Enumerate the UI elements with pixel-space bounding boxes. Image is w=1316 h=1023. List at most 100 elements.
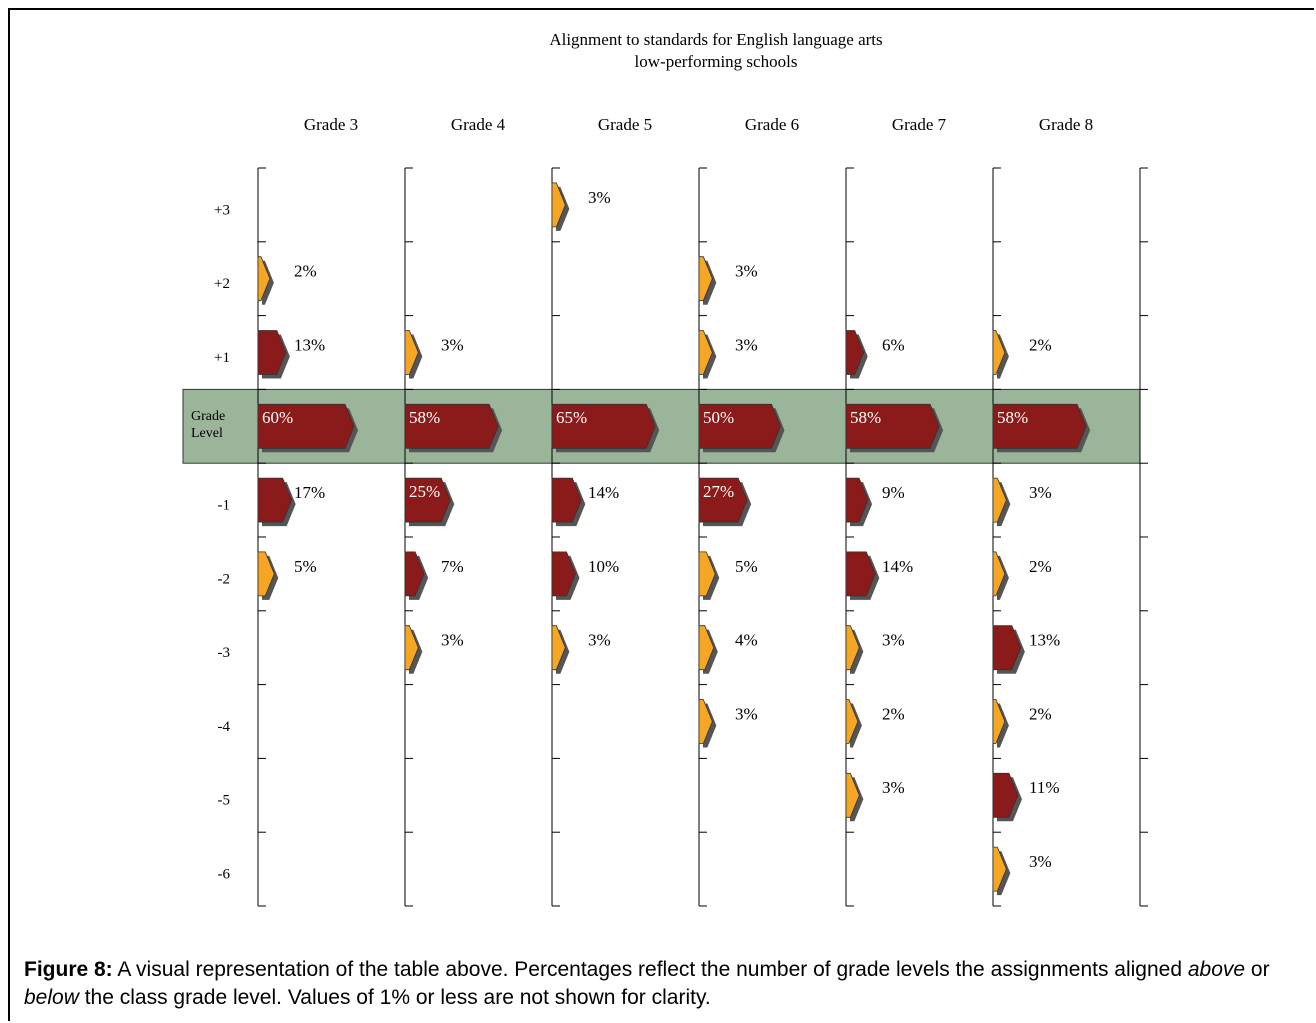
value-label: 3% — [1029, 483, 1052, 502]
value-label: 14% — [882, 557, 913, 576]
value-label: 17% — [294, 483, 325, 502]
arrow — [551, 477, 582, 523]
value-label: 27% — [703, 482, 734, 501]
value-label: 3% — [441, 631, 464, 650]
value-label: 2% — [1029, 557, 1052, 576]
arrow — [551, 551, 576, 597]
column-header: Grade 4 — [451, 115, 506, 134]
value-label: 5% — [735, 557, 758, 576]
arrow — [698, 403, 781, 449]
value-label: 6% — [882, 335, 905, 354]
arrow — [992, 551, 1006, 597]
arrow — [698, 330, 713, 375]
row-label: -2 — [218, 571, 231, 587]
column-header: Grade 7 — [892, 115, 947, 134]
arrow — [992, 330, 1006, 375]
arrow — [257, 551, 275, 597]
caption-text: or — [1245, 958, 1270, 981]
arrow — [257, 256, 271, 302]
frame — [8, 8, 1314, 1021]
column-header: Grade 5 — [598, 115, 652, 134]
arrow — [845, 625, 860, 671]
value-label: 3% — [735, 262, 758, 281]
value-label: 13% — [294, 335, 325, 354]
arrow — [257, 477, 293, 523]
value-label: 65% — [556, 408, 587, 427]
value-label: 3% — [882, 778, 905, 797]
arrow — [404, 625, 419, 671]
caption-text: the class grade level. Values of 1% or l… — [78, 986, 711, 1009]
caption-text: above — [1187, 958, 1246, 981]
arrow — [404, 477, 451, 523]
value-label: 2% — [1029, 335, 1052, 354]
column-header: Grade 3 — [304, 115, 358, 134]
value-label: 2% — [294, 262, 317, 281]
arrow — [404, 330, 419, 375]
value-label: 3% — [735, 704, 758, 723]
value-label: 3% — [588, 631, 611, 650]
caption: Figure 8: A visual representation of the… — [24, 956, 1294, 1012]
value-label: 60% — [262, 408, 293, 427]
arrow — [992, 846, 1007, 892]
arrow — [698, 625, 715, 671]
arrow — [698, 551, 716, 597]
caption-text: A visual representation of the table abo… — [112, 958, 1188, 981]
arrow — [551, 625, 566, 671]
value-label: 3% — [882, 631, 905, 650]
value-label: 9% — [882, 483, 905, 502]
value-label: 3% — [441, 335, 464, 354]
caption-text: below — [24, 986, 79, 1009]
value-label: 58% — [409, 408, 440, 427]
arrow — [845, 551, 876, 597]
arrow — [845, 772, 860, 818]
arrow — [404, 551, 425, 597]
column-header: Grade 8 — [1039, 115, 1093, 134]
value-label: 58% — [997, 408, 1028, 427]
arrow — [551, 182, 566, 228]
arrow — [404, 403, 499, 449]
row-label: -1 — [218, 498, 231, 514]
arrow — [992, 625, 1022, 671]
arrow — [698, 477, 748, 523]
value-label: 5% — [294, 557, 317, 576]
value-label: 3% — [1029, 852, 1052, 871]
row-label: +3 — [214, 202, 230, 218]
value-label: 11% — [1029, 778, 1060, 797]
value-label: 2% — [1029, 704, 1052, 723]
row-label: -4 — [218, 719, 231, 735]
caption-label: Figure 8: — [24, 958, 113, 981]
row-label: -6 — [218, 867, 231, 883]
arrow — [257, 330, 287, 375]
value-label: 50% — [703, 408, 734, 427]
value-label: 3% — [588, 188, 611, 207]
row-label: -5 — [218, 793, 231, 809]
row-label: -3 — [218, 645, 231, 661]
value-label: 25% — [409, 482, 440, 501]
arrow — [992, 403, 1087, 449]
arrow — [698, 256, 713, 302]
row-label: Grade Level — [191, 409, 226, 441]
value-label: 10% — [588, 557, 619, 576]
arrow — [551, 403, 656, 449]
arrow — [992, 477, 1007, 523]
arrow — [845, 699, 859, 744]
value-label: 58% — [850, 408, 881, 427]
chart-subtitle: low-performing schools — [635, 52, 798, 71]
arrow — [257, 403, 355, 449]
column-header: Grade 6 — [745, 115, 799, 134]
arrow — [992, 699, 1006, 744]
value-label: 2% — [882, 704, 905, 723]
row-label: +1 — [214, 350, 230, 366]
arrow — [992, 772, 1019, 818]
value-label: 4% — [735, 631, 758, 650]
value-label: 7% — [441, 557, 464, 576]
chart-title: Alignment to standards for English langu… — [549, 30, 882, 49]
row-label: +2 — [214, 276, 230, 292]
arrow — [845, 330, 865, 375]
value-label: 3% — [735, 335, 758, 354]
arrow — [698, 699, 713, 744]
arrow — [845, 403, 940, 449]
value-label: 13% — [1029, 631, 1060, 650]
value-label: 14% — [588, 483, 619, 502]
